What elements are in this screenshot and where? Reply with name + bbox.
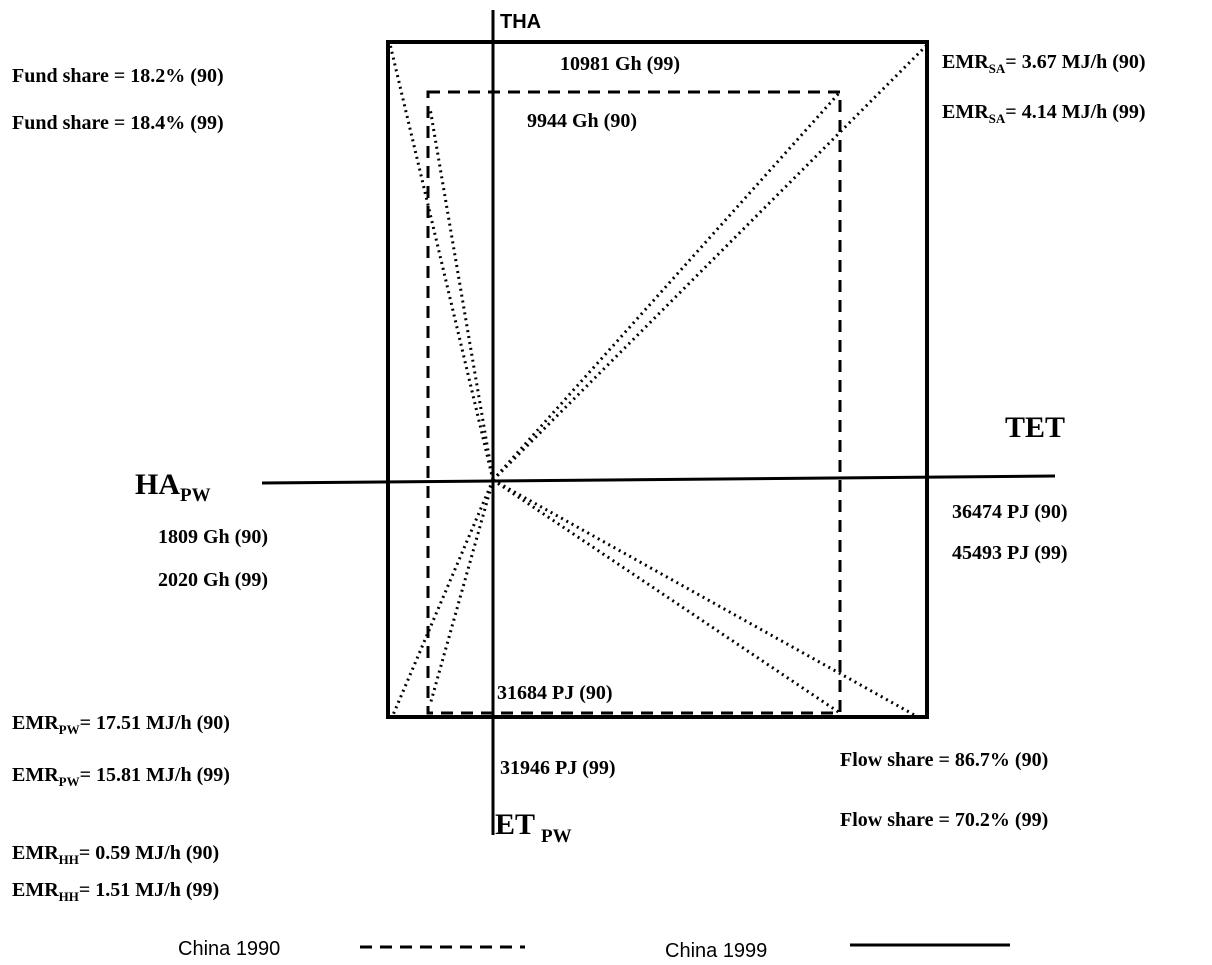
axis-label: TET — [1005, 411, 1065, 444]
label: Fund share = 18.4% (99) — [12, 112, 224, 134]
label: EMRSA= 4.14 MJ/h (99) — [942, 101, 1146, 126]
axis-label: ET PW — [495, 808, 572, 847]
text-part: = 3.67 MJ/h (90) — [1005, 51, 1145, 73]
main: HA — [135, 468, 180, 501]
label: 1809 Gh (90) — [158, 526, 268, 548]
axis-label: HAPW — [135, 468, 211, 506]
main: ET — [495, 808, 535, 841]
label: 45493 PJ (99) — [952, 542, 1068, 564]
sub: PW — [541, 826, 572, 847]
text-part: EMR — [12, 842, 59, 864]
axis-label: THA — [500, 11, 541, 33]
label: EMRPW= 17.51 MJ/h (90) — [12, 712, 230, 737]
text-part: = 4.14 MJ/h (99) — [1005, 101, 1145, 123]
text-part: EMR — [12, 712, 59, 734]
sub: PW — [180, 485, 211, 506]
rect-1990 — [426, 90, 842, 715]
text-part: EMR — [12, 879, 59, 901]
text-part: SA — [989, 61, 1006, 76]
text-part: PW — [59, 722, 80, 737]
text-part: = 0.59 MJ/h (90) — [79, 842, 219, 864]
label: 9944 Gh (90) — [527, 110, 637, 132]
rect-1999 — [386, 40, 929, 719]
label: Flow share = 86.7% (90) — [840, 749, 1048, 771]
horizontal-axis — [261, 474, 1056, 485]
text-part: SA — [989, 111, 1006, 126]
text-part: HH — [59, 889, 79, 904]
label: EMRHH= 0.59 MJ/h (90) — [12, 842, 219, 867]
label: EMRPW= 15.81 MJ/h (99) — [12, 764, 230, 789]
label: 31684 PJ (90) — [497, 682, 613, 704]
label: EMRSA= 3.67 MJ/h (90) — [942, 51, 1146, 76]
legend-label: China 1990 — [178, 938, 280, 960]
text-part: EMR — [942, 101, 989, 123]
label: 36474 PJ (90) — [952, 501, 1068, 523]
text-part: EMR — [942, 51, 989, 73]
label: EMRHH= 1.51 MJ/h (99) — [12, 879, 219, 904]
text-part: EMR — [12, 764, 59, 786]
text-part: = 15.81 MJ/h (99) — [80, 764, 230, 786]
label: 31946 PJ (99) — [500, 757, 616, 779]
text-part: = 1.51 MJ/h (99) — [79, 879, 219, 901]
label: Flow share = 70.2% (99) — [840, 809, 1048, 831]
label: 10981 Gh (99) — [560, 53, 680, 75]
text-part: PW — [59, 774, 80, 789]
label: Fund share = 18.2% (90) — [12, 65, 224, 87]
shapes — [261, 10, 1056, 949]
text-part: HH — [59, 852, 79, 867]
legend-label: China 1999 — [665, 940, 767, 962]
label: 2020 Gh (99) — [158, 569, 268, 591]
dotted-lines — [388, 43, 929, 719]
text-part: = 17.51 MJ/h (90) — [80, 712, 230, 734]
